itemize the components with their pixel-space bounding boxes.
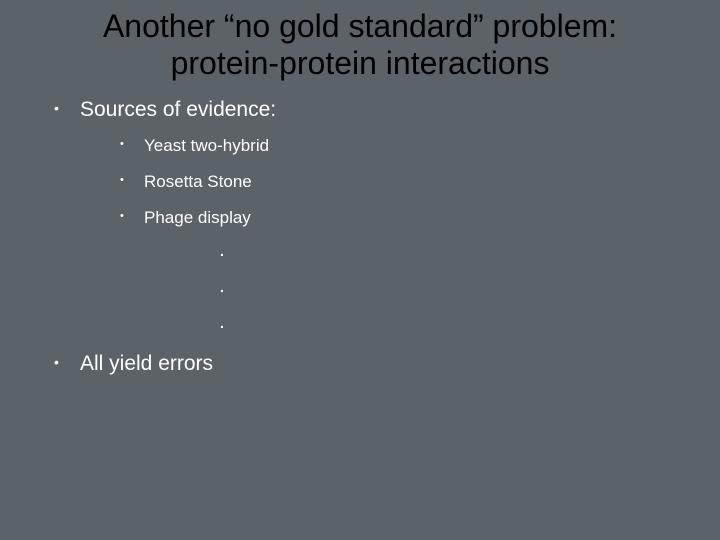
list-item: Yeast two-hybrid	[120, 136, 680, 156]
dot: .	[220, 280, 680, 294]
slide-title: Another “no gold standard” problem: prot…	[40, 8, 680, 82]
list-item-text: Sources of evidence:	[80, 98, 276, 121]
list-item: Sources of evidence: Yeast two-hybrid Ro…	[54, 98, 680, 330]
list-item-text: Rosetta Stone	[144, 172, 252, 191]
bullet-list-level1: Sources of evidence: Yeast two-hybrid Ro…	[40, 98, 680, 376]
bullet-list-level2: Yeast two-hybrid Rosetta Stone Phage dis…	[80, 136, 680, 228]
dot: .	[220, 316, 680, 330]
slide: Another “no gold standard” problem: prot…	[0, 0, 720, 540]
dot: .	[220, 244, 680, 258]
list-item-text: Yeast two-hybrid	[144, 136, 269, 155]
list-item: Phage display	[120, 208, 680, 228]
list-item: Rosetta Stone	[120, 172, 680, 192]
list-item-text: Phage display	[144, 208, 251, 227]
list-item: All yield errors	[54, 352, 680, 376]
list-item-text: All yield errors	[80, 352, 213, 375]
ellipsis-dots: . . .	[220, 244, 680, 330]
